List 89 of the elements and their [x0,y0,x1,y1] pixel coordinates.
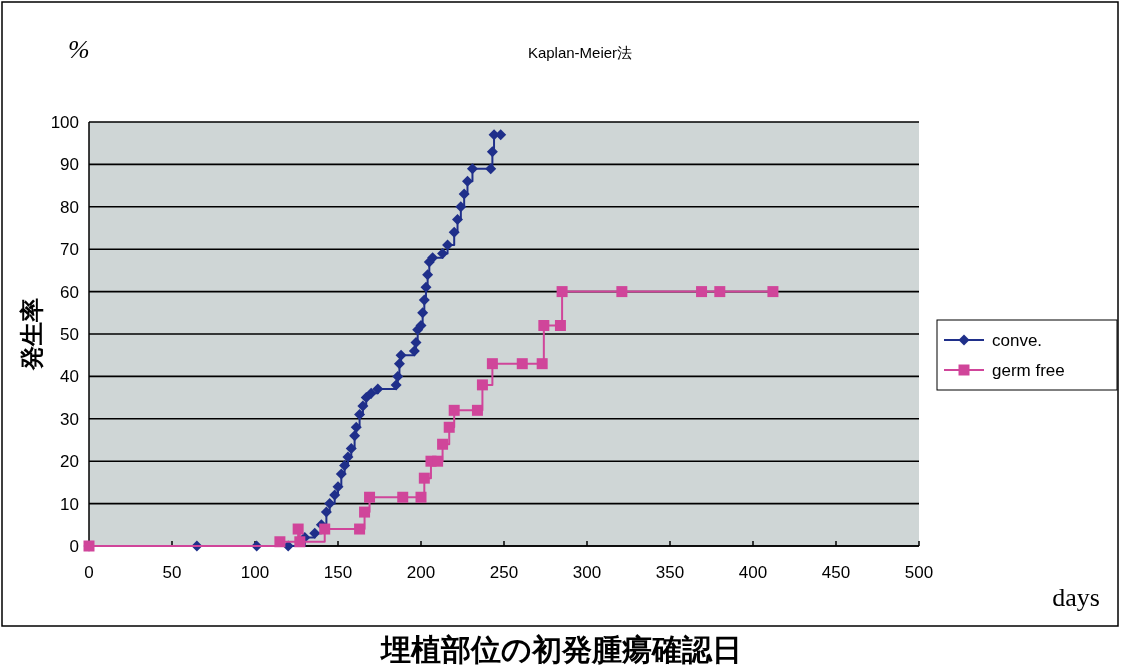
point [354,523,366,535]
y-tick-label: 40 [60,367,79,387]
point [410,336,422,348]
point [364,491,376,503]
point [554,320,566,332]
point [452,214,464,226]
y-axis-title: 発生率 [18,298,45,371]
x-tick-label: 0 [84,563,94,582]
point [397,491,409,503]
y-tick-label: 60 [60,282,79,302]
point [292,523,304,535]
point [616,286,628,298]
legend-label: germ free [992,361,1065,380]
text: 埋植部位の初発腫瘍確認日 [378,633,742,666]
legend-label: conve. [992,331,1043,350]
point [357,400,369,412]
point [350,421,362,433]
point [332,481,344,493]
y-tick-label: 30 [60,409,79,429]
point [455,201,467,213]
x-axis-title: days [1052,583,1100,612]
point [354,409,366,421]
point [536,358,548,370]
x-tick-label: 300 [572,563,602,582]
point [417,307,429,319]
point [448,226,460,238]
point [349,430,361,442]
point [319,523,331,535]
x-tick-label: 100 [240,563,270,582]
point [274,536,286,548]
point [420,281,432,293]
point [516,358,528,370]
point [458,188,470,200]
point [714,286,726,298]
text: % [68,35,90,64]
x-tick-label: 250 [489,563,519,582]
point [345,442,357,454]
point [320,506,332,518]
point [294,536,306,548]
point [390,379,402,391]
point [365,387,377,399]
y-tick-label: 100 [50,113,79,132]
y-tick-label: 90 [60,155,79,175]
y-tick-label: 80 [60,197,79,217]
point [485,163,497,175]
point [408,345,420,357]
x-tick-label: 350 [655,563,685,582]
point [422,269,434,281]
point [486,358,498,370]
point [393,358,405,370]
point [418,294,430,306]
point [448,404,460,416]
x-tick-label: 500 [904,563,934,582]
point [466,163,478,175]
chart-title: Kaplan-Meier法 [527,44,633,61]
x-tick-label: 200 [406,563,436,582]
point [342,451,354,463]
point [767,286,779,298]
y-tick-label: 70 [60,240,79,260]
point [461,175,473,187]
point [437,438,449,450]
y-tick-label: 10 [60,494,79,514]
x-tick-label: 50 [162,563,182,582]
point [432,455,444,467]
point [392,370,404,382]
point [437,247,449,259]
x-tick-label: 150 [323,563,353,582]
y-tick-label: 20 [60,452,79,472]
point [696,286,708,298]
point [486,146,498,158]
point [324,498,336,510]
point [359,506,371,518]
point [339,459,351,471]
point [476,379,488,391]
point [415,491,427,503]
point [471,404,483,416]
point [372,383,384,395]
point [556,286,568,298]
point [309,527,321,539]
point [335,468,347,480]
x-tick-label: 400 [738,563,768,582]
point [443,421,455,433]
y-tick-label: 0 [69,537,79,556]
point [418,472,430,484]
point [395,349,407,361]
y-tick-label: 50 [60,325,79,344]
point [329,489,341,501]
point [538,320,550,332]
x-tick-label: 450 [821,563,851,582]
